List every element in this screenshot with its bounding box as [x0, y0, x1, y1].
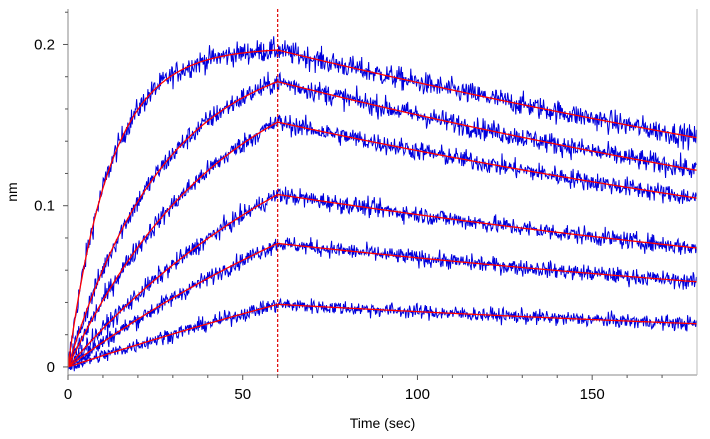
data-trace-1 [67, 36, 697, 362]
fit-curve-5 [67, 242, 698, 368]
x-tick-label-100: 100 [405, 386, 430, 403]
y-tick-label-0.1: 0.1 [34, 198, 55, 215]
y-axis-label: nm [4, 182, 20, 201]
fit-curve-3 [67, 121, 698, 368]
x-tick-label-50: 50 [234, 386, 251, 403]
fit-curve-4 [67, 193, 698, 368]
y-tick-label-0.2: 0.2 [34, 36, 55, 53]
x-tick-label-0: 0 [64, 386, 72, 403]
x-axis-label: Time (sec) [350, 415, 416, 431]
axes-layer: 0 50 100 150 0 0.1 0.2 Time (sec) nm [4, 9, 698, 431]
fit-curve-6 [67, 303, 698, 368]
data-trace-4 [67, 186, 697, 366]
fit-curve-2 [67, 81, 698, 368]
data-trace-6 [67, 297, 697, 372]
fit-curve-1 [67, 49, 698, 367]
fit-layer [67, 49, 698, 368]
y-tick-label-0: 0 [47, 359, 55, 376]
x-tick-label-150: 150 [580, 386, 605, 403]
data-trace-2 [67, 71, 697, 368]
data-layer [67, 36, 697, 372]
